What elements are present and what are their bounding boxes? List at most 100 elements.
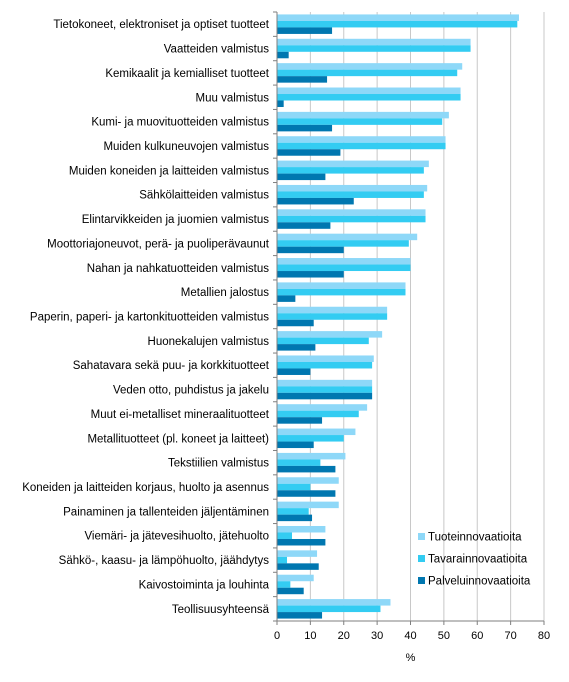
category-label-20: Painaminen ja tallenteiden jäljentäminen (63, 506, 269, 518)
bar-Palveluinnovaatioita-24 (277, 612, 323, 619)
bar-Tavarainnovaatioita-9 (277, 240, 409, 247)
bar-Tavarainnovaatioita-18 (277, 459, 321, 466)
bar-Tuoteinnovaatioita-13 (277, 331, 383, 338)
x-tick-label-2: 20 (338, 630, 350, 642)
bar-Palveluinnovaatioita-20 (277, 514, 313, 522)
bar-Palveluinnovaatioita-16 (277, 417, 323, 424)
bar-Tavarainnovaatioita-0 (277, 20, 518, 28)
bar-Palveluinnovaatioita-10 (277, 271, 344, 278)
category-label-22: Sähkö-, kaasu- ja lämpöhuolto, jäähdytys (59, 555, 270, 567)
x-tick-labels: 0 10 20 30 40 50 60 70 80 (274, 630, 550, 642)
category-label-23: Kaivostoiminta ja louhinta (139, 579, 270, 591)
legend-label-0: Tuoteinnovaatioita (428, 532, 522, 544)
bar-Tavarainnovaatioita-17 (277, 435, 344, 442)
category-label-24: Teollisuusyhteensä (172, 604, 270, 616)
bar-Tavarainnovaatioita-2 (277, 69, 458, 77)
bar-Tuoteinnovaatioita-20 (277, 501, 339, 509)
bar-Tavarainnovaatioita-12 (277, 313, 388, 320)
category-label-17: Metallituotteet (pl. koneet ja laitteet) (87, 433, 269, 445)
bar-Tuoteinnovaatioita-16 (277, 404, 368, 411)
x-tick-label-5: 50 (438, 630, 450, 642)
bars (277, 14, 519, 619)
bar-Tavarainnovaatioita-16 (277, 410, 359, 418)
bar-Tuoteinnovaatioita-23 (277, 574, 314, 582)
category-label-3: Muu valmistus (196, 92, 270, 104)
category-label-4: Kumi- ja muovituotteiden valmistus (91, 117, 269, 129)
bar-Palveluinnovaatioita-17 (277, 441, 314, 449)
bar-Tuoteinnovaatioita-2 (277, 63, 463, 70)
bar-Tuoteinnovaatioita-10 (277, 258, 411, 265)
bar-Palveluinnovaatioita-18 (277, 465, 336, 473)
bar-Tavarainnovaatioita-11 (277, 288, 406, 296)
bar-Tuoteinnovaatioita-18 (277, 452, 346, 460)
bar-Tavarainnovaatioita-14 (277, 361, 373, 369)
legend-swatch-2 (418, 577, 425, 584)
category-label-0: Tietokoneet, elektroniset ja optiset tuo… (53, 19, 269, 31)
bar-Tavarainnovaatioita-24 (277, 605, 381, 613)
bar-Palveluinnovaatioita-0 (277, 27, 333, 34)
bar-Palveluinnovaatioita-6 (277, 173, 326, 181)
bar-Tuoteinnovaatioita-17 (277, 428, 356, 436)
bar-Tuoteinnovaatioita-11 (277, 282, 406, 289)
bar-Palveluinnovaatioita-14 (277, 368, 311, 375)
bar-Palveluinnovaatioita-3 (277, 100, 284, 108)
bar-Tavarainnovaatioita-15 (277, 386, 373, 393)
bar-Palveluinnovaatioita-11 (277, 295, 296, 302)
category-label-14: Sahatavara sekä puu- ja korkkituotteet (73, 360, 270, 372)
bar-Tuoteinnovaatioita-22 (277, 550, 318, 557)
bar-Tavarainnovaatioita-10 (277, 264, 411, 272)
bar-Tuoteinnovaatioita-8 (277, 209, 426, 216)
bar-Tavarainnovaatioita-5 (277, 142, 446, 150)
axes (273, 11, 545, 625)
bar-Tavarainnovaatioita-1 (277, 45, 471, 52)
bar-Tuoteinnovaatioita-5 (277, 136, 446, 143)
legend-swatch-1 (418, 555, 425, 562)
bar-Tavarainnovaatioita-7 (277, 191, 424, 198)
bar-Tuoteinnovaatioita-1 (277, 38, 471, 46)
category-label-5: Muiden kulkuneuvojen valmistus (103, 141, 269, 153)
category-label-16: Muut ei-metalliset mineraalituotteet (91, 409, 270, 421)
x-tick-label-4: 40 (404, 630, 416, 642)
category-label-7: Sähkölaitteiden valmistus (139, 190, 269, 202)
bar-Tuoteinnovaatioita-24 (277, 599, 391, 606)
bar-Tuoteinnovaatioita-12 (277, 306, 388, 314)
legend-label-2: Palveluinnovaatioita (428, 576, 531, 588)
x-tick-label-8: 80 (538, 630, 550, 642)
bar-Palveluinnovaatioita-23 (277, 587, 304, 595)
bar-Tavarainnovaatioita-21 (277, 532, 293, 539)
bar-Palveluinnovaatioita-19 (277, 490, 336, 497)
bar-Tavarainnovaatioita-6 (277, 167, 424, 174)
bar-Tuoteinnovaatioita-3 (277, 87, 461, 95)
x-axis-label: % (406, 652, 416, 664)
bar-Palveluinnovaatioita-9 (277, 246, 344, 254)
bar-Tavarainnovaatioita-3 (277, 94, 461, 101)
bar-Tavarainnovaatioita-20 (277, 508, 309, 515)
category-label-8: Elintarvikkeiden ja juomien valmistus (82, 214, 270, 226)
bar-Palveluinnovaatioita-15 (277, 392, 373, 400)
bar-Tavarainnovaatioita-13 (277, 337, 369, 345)
bar-Tuoteinnovaatioita-9 (277, 233, 418, 241)
bar-Tavarainnovaatioita-19 (277, 483, 311, 491)
bar-Tavarainnovaatioita-8 (277, 215, 426, 223)
category-label-2: Kemikaalit ja kemialliset tuotteet (105, 68, 269, 80)
bar-Tavarainnovaatioita-4 (277, 118, 443, 125)
x-tick-label-7: 70 (505, 630, 517, 642)
bar-Tuoteinnovaatioita-21 (277, 525, 326, 533)
x-tick-label-6: 60 (471, 630, 483, 642)
category-label-15: Veden otto, puhdistus ja jakelu (113, 385, 269, 397)
legend: Tuoteinnovaatioita Tavarainnovaatioita Pal… (418, 532, 531, 588)
category-label-12: Paperin, paperi- ja kartonkituotteiden v… (30, 312, 269, 324)
category-label-21: Viemäri- ja jätevesihuolto, jätehuolto (84, 531, 269, 543)
bar-Tuoteinnovaatioita-7 (277, 184, 428, 192)
category-label-13: Huonekalujen valmistus (148, 336, 270, 348)
bar-Tuoteinnovaatioita-0 (277, 14, 519, 21)
bar-Palveluinnovaatioita-1 (277, 51, 289, 59)
bar-Tavarainnovaatioita-22 (277, 556, 288, 564)
category-label-18: Tekstiilien valmistus (168, 458, 269, 470)
bar-Palveluinnovaatioita-5 (277, 149, 341, 156)
legend-swatch-0 (418, 533, 425, 540)
category-label-11: Metallien jalostus (181, 287, 269, 299)
bar-Tuoteinnovaatioita-4 (277, 111, 449, 119)
bar-Palveluinnovaatioita-21 (277, 538, 326, 546)
bar-Palveluinnovaatioita-12 (277, 319, 314, 327)
